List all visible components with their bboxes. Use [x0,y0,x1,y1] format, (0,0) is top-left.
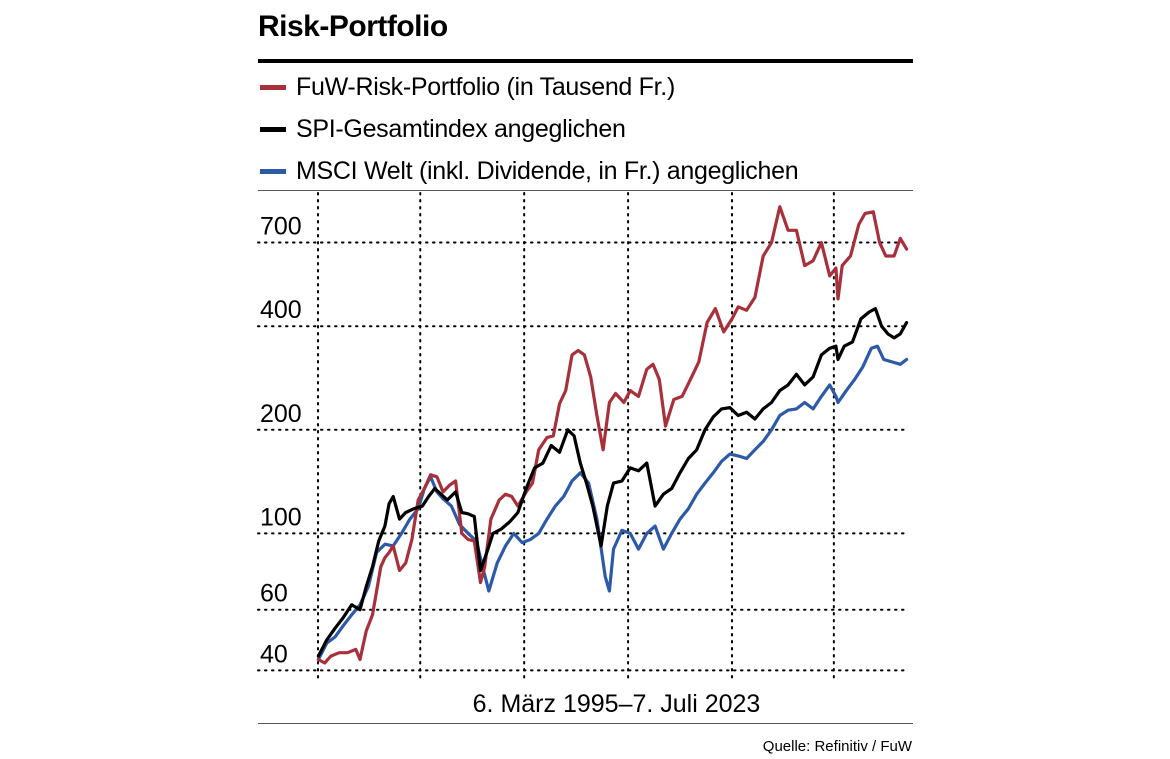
legend-label-msci: MSCI Welt (inkl. Dividende, in Fr.) ange… [296,156,799,185]
legend-swatch-msci [260,168,286,174]
chart-title: Risk-Portfolio [258,10,448,43]
legend-swatch-portfolio [260,84,286,90]
legend-item-spi: SPI-Gesamtindex angeglichen [258,108,798,150]
title-rule [258,59,913,63]
y-tick-label: 400 [260,296,302,324]
legend-label-portfolio: FuW-Risk-Portfolio (in Tausend Fr.) [296,72,675,101]
legend-rule [258,190,913,191]
legend-item-portfolio: FuW-Risk-Portfolio (in Tausend Fr.) [258,66,798,108]
footer-rule [258,723,913,724]
legend-swatch-spi [260,126,286,132]
x-axis-label: 6. März 1995–7. Juli 2023 [473,690,761,718]
y-tick-label: 60 [260,580,288,608]
legend-label-spi: SPI-Gesamtindex angeglichen [296,114,626,143]
legend-item-msci: MSCI Welt (inkl. Dividende, in Fr.) ange… [258,150,799,192]
y-tick-label: 700 [260,213,302,241]
y-tick-label: 40 [260,640,288,668]
y-tick-label: 200 [260,400,302,428]
y-tick-label: 100 [260,503,302,531]
series-line-msci [316,344,909,662]
source-note: Quelle: Refinitiv / FuW [762,738,912,755]
chart-legend: FuW-Risk-Portfolio (in Tausend Fr.) SPI-… [258,66,799,192]
series-line-portfolio [316,205,909,665]
series-line-spi [316,307,909,658]
